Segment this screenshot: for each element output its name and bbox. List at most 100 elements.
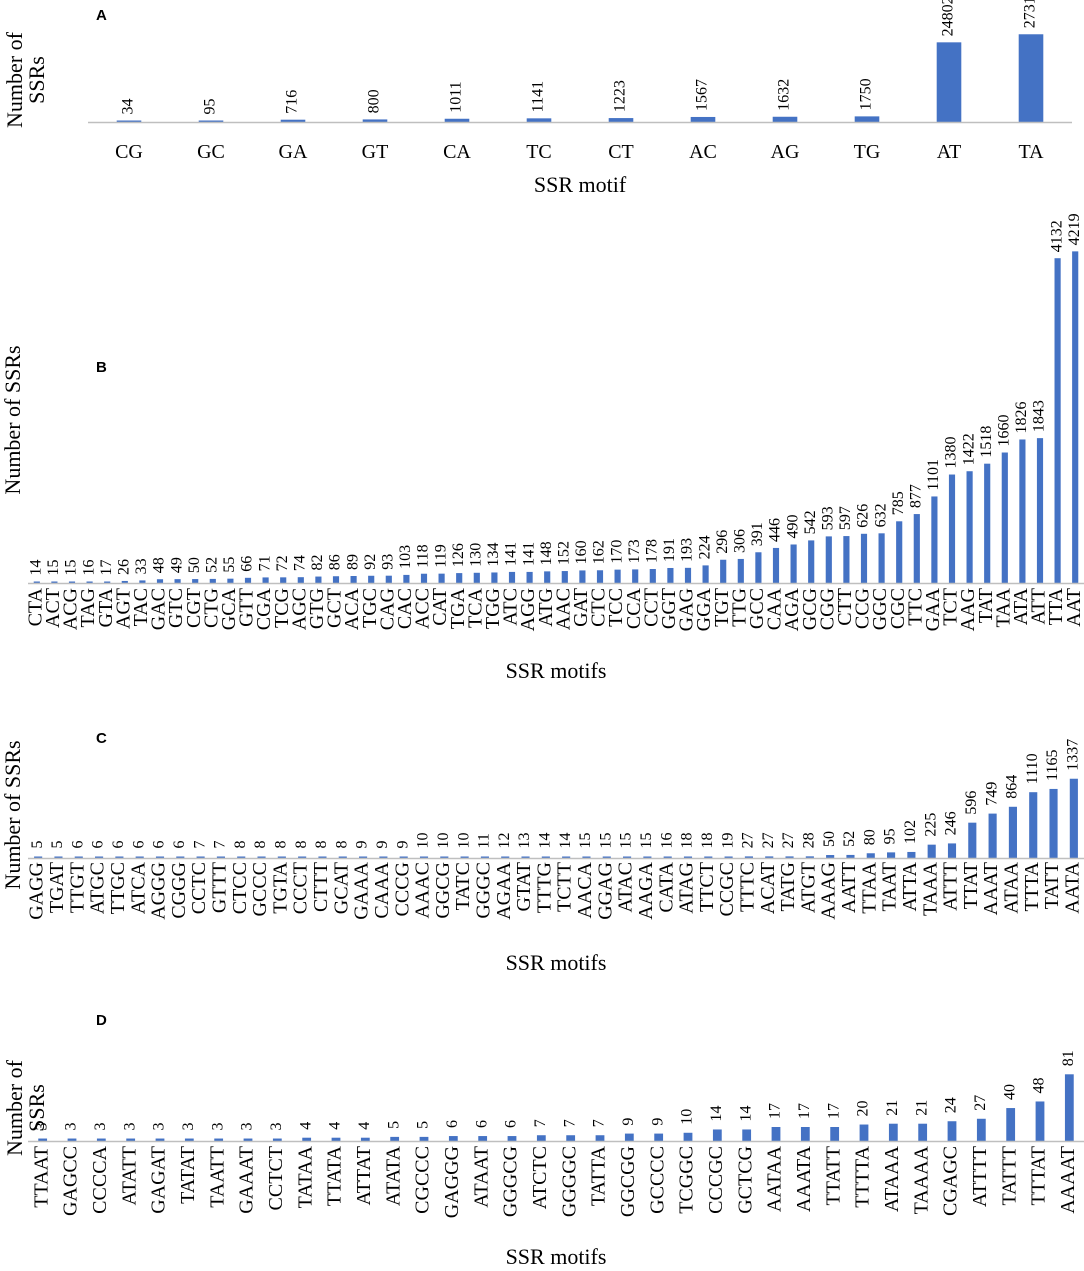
bar-ATGT bbox=[805, 856, 814, 858]
bar-AGAA bbox=[501, 856, 510, 858]
tick-label-ATCTC: ATCTC bbox=[529, 1146, 551, 1209]
tick-label-TAC: TAC bbox=[130, 588, 152, 626]
data-label-AAAC: 10 bbox=[415, 833, 432, 849]
bar-ATATT bbox=[126, 1138, 136, 1141]
tick-label-TC: TC bbox=[526, 141, 552, 163]
bar-CAC bbox=[403, 574, 410, 583]
data-label-AGC: 74 bbox=[291, 555, 308, 571]
bar-TTC bbox=[913, 514, 920, 583]
bar-GAAA bbox=[359, 856, 368, 858]
tick-label-TAAA: TAAA bbox=[919, 861, 941, 916]
bar-TTAA bbox=[866, 853, 875, 858]
tick-label-CCCT: CCCT bbox=[290, 862, 312, 914]
data-label-ACA: 89 bbox=[344, 554, 361, 570]
bar-ATAC bbox=[623, 856, 632, 858]
data-label-GGGCG: 6 bbox=[503, 1120, 520, 1128]
bar-TGTA bbox=[277, 856, 286, 858]
bar-GTTT bbox=[216, 856, 225, 858]
bar-GTG bbox=[315, 576, 322, 583]
bar-GAGG bbox=[34, 856, 43, 858]
tick-label-ATGC: ATGC bbox=[87, 862, 109, 914]
tick-label-GGGCG: GGGCG bbox=[500, 1146, 522, 1217]
data-label-AAGA: 15 bbox=[638, 833, 655, 849]
bar-GCTCG bbox=[742, 1129, 752, 1141]
data-label-AGT: 26 bbox=[115, 559, 132, 575]
bar-GAGGG bbox=[448, 1136, 458, 1141]
x-axis-title: SSR motifs bbox=[506, 658, 607, 683]
bar-TTA bbox=[1054, 258, 1061, 583]
bar-GAAAT bbox=[243, 1138, 253, 1141]
bar-ATTTT bbox=[976, 1118, 986, 1141]
bar-ATAAT bbox=[478, 1136, 488, 1141]
tick-label-ATAAA: ATAAA bbox=[881, 1145, 903, 1212]
tick-label-TG: TG bbox=[854, 141, 881, 163]
tick-label-GCC: GCC bbox=[746, 588, 768, 629]
bar-AATAA bbox=[771, 1127, 781, 1141]
data-label-ATA: 1826 bbox=[1013, 401, 1030, 433]
tick-label-GAC: GAC bbox=[148, 588, 170, 630]
tick-label-TAAT: TAAT bbox=[879, 862, 901, 912]
bar-CGG bbox=[825, 536, 832, 583]
bar-CCCT bbox=[298, 856, 307, 858]
tick-label-AGG: AGG bbox=[517, 588, 539, 631]
data-label-CGC: 785 bbox=[890, 491, 907, 515]
bar-CTCC bbox=[237, 856, 246, 858]
tick-label-ATT: ATT bbox=[1028, 588, 1050, 625]
data-label-TTAA: 80 bbox=[861, 829, 878, 845]
bar-CTTT bbox=[318, 856, 327, 858]
tick-label-TTTC: TTTC bbox=[737, 862, 759, 912]
bar-TTGC bbox=[115, 856, 124, 858]
bar-ACAT bbox=[765, 856, 774, 858]
bar-TGAT bbox=[54, 856, 63, 858]
data-label-ATAAA: 21 bbox=[884, 1100, 901, 1116]
data-label-ATTA: 102 bbox=[902, 820, 919, 844]
data-label-ATAG: 18 bbox=[679, 833, 696, 849]
data-label-CGGG: 6 bbox=[171, 841, 188, 849]
bar-TTTC bbox=[744, 856, 753, 858]
bar-TTTAT bbox=[1035, 1101, 1045, 1141]
bar-AAGA bbox=[643, 856, 652, 858]
data-label-CAAA: 9 bbox=[374, 841, 391, 849]
data-label-TC: 1141 bbox=[530, 81, 547, 112]
x-axis-title: SSR motifs bbox=[506, 950, 607, 975]
bar-AAC bbox=[561, 571, 568, 583]
bar-CCCGC bbox=[712, 1129, 722, 1141]
bar-CTC bbox=[596, 570, 604, 583]
bar-GTAT bbox=[521, 856, 530, 858]
data-label-ATCA: 6 bbox=[130, 841, 147, 849]
data-label-AGG: 141 bbox=[520, 542, 537, 566]
bar-GGT bbox=[667, 567, 674, 583]
tick-label-AT: AT bbox=[937, 141, 961, 163]
tick-label-TGG: TGG bbox=[482, 588, 504, 629]
data-label-TTGC: 6 bbox=[110, 841, 127, 849]
tick-label-CAC: CAC bbox=[394, 588, 416, 629]
bar-TAAT bbox=[887, 852, 896, 858]
tick-label-TTTA: TTTA bbox=[1021, 861, 1043, 911]
bar-ATCA bbox=[135, 856, 144, 858]
data-label-TGAT: 5 bbox=[49, 841, 66, 849]
data-label-CCTC: 7 bbox=[191, 841, 208, 849]
data-label-CCCT: 8 bbox=[293, 841, 310, 849]
tick-label-ATAG: ATAG bbox=[676, 862, 698, 914]
bar-ATTA bbox=[907, 851, 916, 858]
bar-TAG bbox=[86, 581, 93, 583]
tick-label-GGAG: GGAG bbox=[594, 862, 616, 920]
tick-label-AG: AG bbox=[771, 141, 800, 163]
bar-CAA bbox=[772, 547, 780, 583]
data-label-GCG: 542 bbox=[802, 510, 819, 534]
tick-label-TAG: TAG bbox=[77, 588, 99, 628]
tick-label-CT: CT bbox=[608, 141, 634, 163]
bar-ATAA bbox=[1008, 806, 1017, 858]
data-label-TTTA: 1110 bbox=[1024, 753, 1041, 784]
tick-label-AGAA: AGAA bbox=[493, 861, 515, 919]
bar-AACA bbox=[582, 856, 591, 858]
tick-label-GCT: GCT bbox=[324, 588, 346, 628]
data-label-GGGGC: 7 bbox=[561, 1119, 578, 1127]
tick-label-CGCCC: CGCCC bbox=[412, 1146, 434, 1214]
data-label-AAATA: 17 bbox=[796, 1103, 813, 1119]
panel-label: C bbox=[96, 730, 107, 747]
tick-label-AAAG: AAAG bbox=[818, 862, 840, 920]
bar-CAAA bbox=[379, 856, 388, 858]
data-label-AAC: 152 bbox=[555, 541, 572, 565]
tick-label-GTC: GTC bbox=[165, 588, 187, 628]
